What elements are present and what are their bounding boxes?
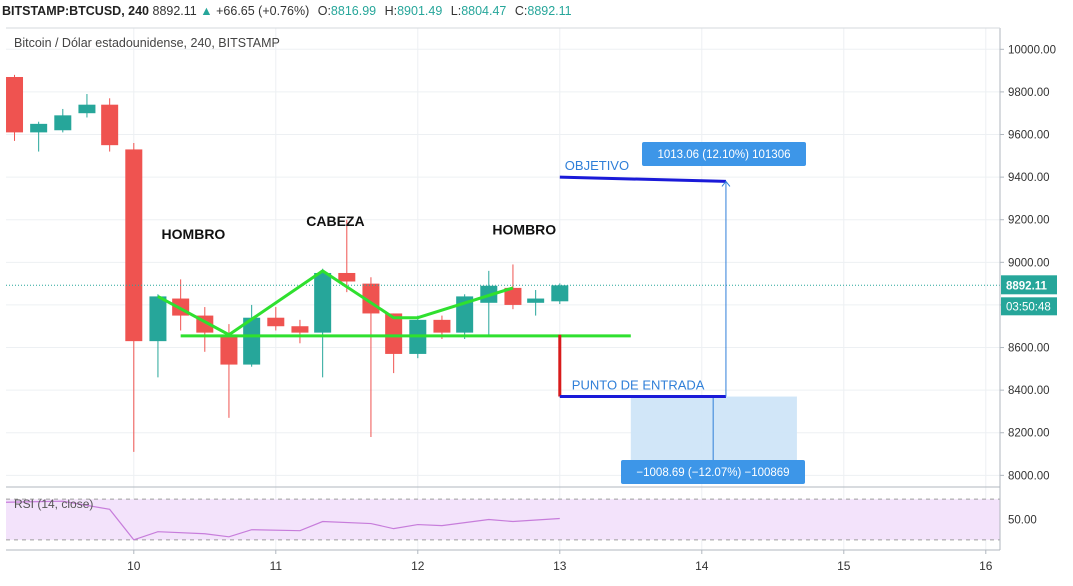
candle-body <box>338 272 356 282</box>
x-tick-label: 14 <box>695 559 709 573</box>
candle-body <box>551 285 569 302</box>
current-price-tag <box>1001 275 1057 295</box>
open-value: 8816.99 <box>330 4 377 18</box>
y-tick-label: 8000.00 <box>1008 470 1050 482</box>
candle-body <box>149 296 167 342</box>
candle-body <box>220 334 238 365</box>
measure-up-label-text: 1013.06 (12.10%) 101306 <box>658 149 791 161</box>
up-arrow-icon: ▲ <box>200 4 213 18</box>
pattern-annotation: HOMBRO <box>162 226 226 242</box>
symbol-header: BITSTAMP:BTCUSD, 240 8892.11 ▲ +66.65 (+… <box>2 4 572 18</box>
y-tick-label: 8200.00 <box>1008 428 1050 440</box>
axes: 8000.008200.008400.008600.008800.009000.… <box>6 27 1057 573</box>
candle-body <box>78 104 96 114</box>
low-label: L: <box>450 4 462 18</box>
x-tick-label: 16 <box>979 559 993 573</box>
rsi-label: RSI (14, close) <box>14 497 94 511</box>
y-tick-label: 9600.00 <box>1008 130 1050 142</box>
measure-down-label-box <box>621 460 805 484</box>
high-label: H: <box>384 4 398 18</box>
y-tick-label: 9400.00 <box>1008 172 1050 184</box>
close-label: C: <box>514 4 528 18</box>
target-label: OBJETIVO <box>565 158 629 173</box>
candle-body <box>6 76 24 133</box>
low-value: 8804.47 <box>461 4 507 18</box>
current-price-text: 8892.11 <box>1006 280 1048 292</box>
last-price: 8892.11 <box>152 4 197 18</box>
symbol-name: BITSTAMP:BTCUSD, 240 <box>2 4 150 18</box>
countdown-text: 03:50:48 <box>1006 301 1051 313</box>
countdown-tag <box>1001 297 1057 316</box>
candle-body <box>504 287 522 305</box>
measure-up-arrow-icon <box>721 180 731 187</box>
target-line <box>559 175 726 183</box>
measure-down-label-text: −1008.69 (−12.07%) −100869 <box>636 467 789 479</box>
x-tick-label: 10 <box>127 559 141 573</box>
candle-body <box>433 319 451 333</box>
pattern-annotation: HOMBRO <box>492 222 556 238</box>
head-shoulders-line <box>157 269 514 337</box>
y-tick-label: 9200.00 <box>1008 215 1050 227</box>
rsi-line <box>5 500 560 541</box>
pattern-annotation: CABEZA <box>306 213 364 229</box>
rsi-band <box>6 499 1000 540</box>
candle-body <box>101 104 119 146</box>
entry-label: PUNTO DE ENTRADA <box>572 378 705 393</box>
rsi-panel <box>5 498 1000 541</box>
price-change: +66.65 (+0.76%) <box>216 4 310 18</box>
y-tick-label: 10000.00 <box>1008 44 1056 56</box>
candle-body <box>54 115 72 131</box>
y-tick-label: 8600.00 <box>1008 343 1050 355</box>
candle-body <box>125 149 143 342</box>
measure-up-label-box <box>642 142 806 166</box>
candle-body <box>314 272 332 333</box>
rsi-tick-label: 50.00 <box>1008 515 1037 527</box>
candle-body <box>267 317 285 327</box>
chart-subtitle: Bitcoin / Dólar estadounidense, 240, BIT… <box>14 36 280 50</box>
open-label: O: <box>317 4 331 18</box>
candle-body <box>385 313 403 354</box>
y-tick-label: 9000.00 <box>1008 257 1050 269</box>
candle-body <box>291 326 309 333</box>
candlestick-series <box>6 74 569 452</box>
x-tick-label: 13 <box>553 559 567 573</box>
candle-body <box>527 298 545 303</box>
pattern-overlays: HOMBRO CABEZA HOMBRO PUNTO DE ENTRADA OBJETI… <box>6 142 1000 484</box>
x-tick-label: 11 <box>270 559 283 573</box>
grid <box>6 28 1000 550</box>
y-tick-label: 9800.00 <box>1008 87 1050 99</box>
x-tick-label: 12 <box>411 559 425 573</box>
high-value: 8901.49 <box>397 4 443 18</box>
y-tick-label: 8400.00 <box>1008 385 1050 397</box>
x-tick-label: 15 <box>837 559 851 573</box>
close-value: 8892.11 <box>527 4 572 18</box>
candle-body <box>30 123 48 133</box>
candle-body <box>243 317 261 365</box>
